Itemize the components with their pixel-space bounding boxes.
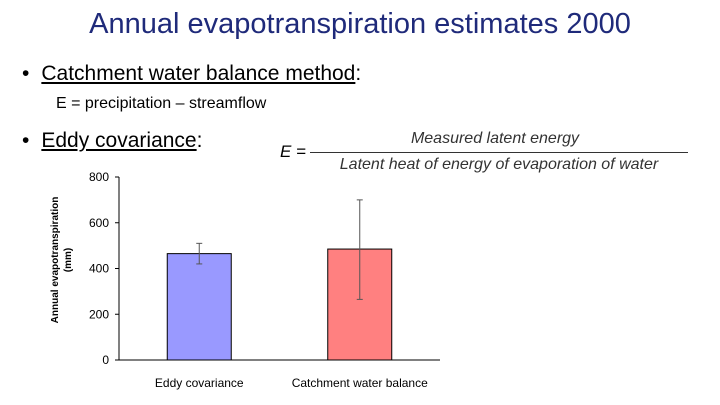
x-category-label: Catchment water balance [292,376,428,390]
bar [327,248,393,361]
y-axis-title-unit: (mm) [63,248,74,272]
bullet-eddy-label: Eddy covariance [41,129,197,152]
y-tick-label: 200 [89,307,109,321]
eddy-formula: E = Measured latent energy Latent heat o… [276,130,696,176]
bullet-catchment-label: Catchment water balance method [41,62,356,85]
formula-lhs: E = [280,142,306,161]
bullet-eddy-colon: : [196,129,203,152]
formula-numerator: Measured latent energy [410,130,580,147]
y-tick-label: 800 [89,170,109,184]
bullet-eddy: • Eddy covariance: [22,129,202,153]
bullet-catchment-colon: : [355,62,362,85]
y-tick-label: 600 [89,216,109,230]
bar [166,253,232,361]
y-tick-label: 400 [89,262,109,276]
bullet-marker: • [22,129,30,152]
formula-denominator: Latent heat of energy of evaporation of … [339,156,659,173]
bullet-catchment: • Catchment water balance method: [22,62,361,86]
formula-fraction-line [310,152,688,153]
slide-title: Annual evapotranspiration estimates 2000 [89,8,631,40]
x-category-label: Eddy covariance [155,376,244,390]
y-tick-label: 0 [102,353,109,367]
bullet-marker: • [22,62,30,85]
y-axis-title: Annual evapotranspiration [50,197,61,324]
catchment-equation: E = precipitation – streamflow [56,95,267,112]
